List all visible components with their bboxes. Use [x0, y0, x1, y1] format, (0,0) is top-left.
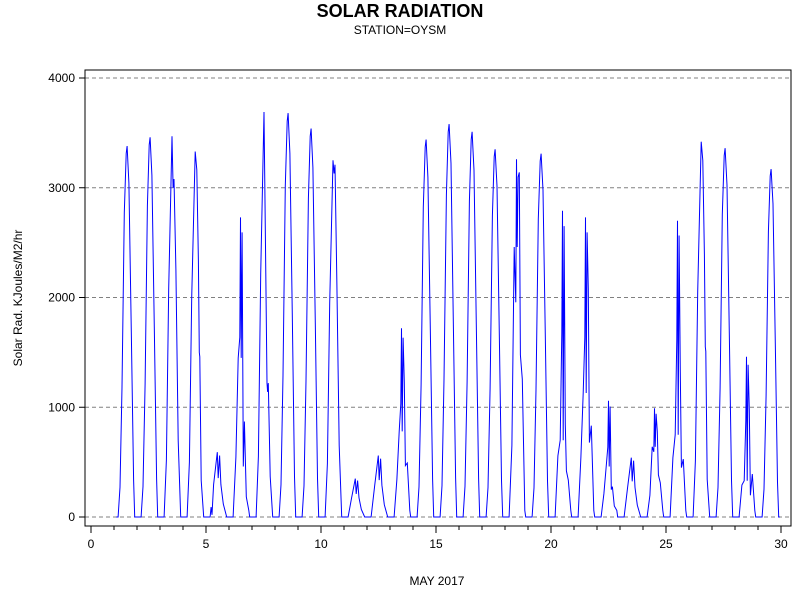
x-tick-label: 5 [203, 537, 210, 551]
x-tick-label: 25 [659, 537, 673, 551]
axis-ticks: 0 1000 2000 3000 4000 0 5 10 15 20 25 30 [48, 71, 788, 551]
y-tick-label: 4000 [48, 71, 75, 85]
x-axis-label: MAY 2017 [410, 574, 465, 588]
chart-subtitle: STATION=OYSM [353, 23, 447, 37]
series-layer [116, 111, 780, 518]
x-tick-label: 20 [544, 537, 558, 551]
y-tick-label: 0 [68, 510, 75, 524]
y-tick-label: 2000 [48, 291, 75, 305]
x-tick-label: 10 [314, 537, 328, 551]
y-tick-label: 1000 [48, 400, 75, 414]
series-line-solar-rad [116, 111, 780, 518]
y-tick-label: 3000 [48, 181, 75, 195]
x-tick-label: 0 [88, 537, 95, 551]
x-tick-label: 30 [774, 537, 788, 551]
y-axis-label: Solar Rad. KJoules/M2/hr [11, 230, 25, 367]
gridlines [85, 77, 791, 518]
chart-title: SOLAR RADIATION [316, 1, 484, 21]
x-tick-label: 15 [429, 537, 443, 551]
